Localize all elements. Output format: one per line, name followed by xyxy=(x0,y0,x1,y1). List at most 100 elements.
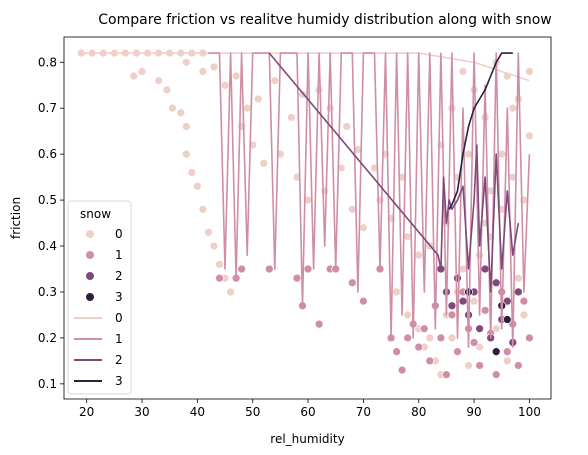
data-point xyxy=(320,186,330,196)
data-point xyxy=(215,260,224,269)
x-tick-label: 70 xyxy=(356,405,371,419)
data-point xyxy=(453,273,462,283)
axes-frame xyxy=(63,36,552,400)
y-tick-label: 0.4 xyxy=(38,239,57,253)
legend: snow 0 1 2 3 0 1 2 3 xyxy=(67,200,132,395)
legend-label: 0 xyxy=(115,227,123,241)
data-point xyxy=(491,347,501,357)
data-point xyxy=(359,296,368,306)
data-point xyxy=(303,264,313,274)
data-point xyxy=(464,361,473,370)
data-point xyxy=(447,333,457,343)
plot-area xyxy=(76,48,534,380)
data-point xyxy=(519,296,529,306)
data-point xyxy=(215,273,224,283)
data-point xyxy=(447,310,457,320)
y-tick-label: 0.8 xyxy=(38,55,57,69)
data-point xyxy=(253,94,263,104)
data-point xyxy=(458,264,468,274)
legend-marker-icon xyxy=(86,230,94,238)
data-point xyxy=(425,356,435,366)
data-point xyxy=(453,347,462,357)
data-point xyxy=(370,163,379,173)
legend-marker-icon xyxy=(86,293,94,301)
data-point xyxy=(209,62,219,72)
data-point xyxy=(519,310,529,320)
legend-label: 3 xyxy=(115,374,123,388)
data-point xyxy=(129,71,139,81)
legend-label: 1 xyxy=(115,332,123,346)
chart-title: Compare friction vs realitve humidy dist… xyxy=(98,12,552,28)
x-tick-label: 100 xyxy=(518,405,541,419)
data-point xyxy=(491,324,501,334)
data-point xyxy=(469,338,479,347)
data-point xyxy=(314,319,324,329)
y-tick-label: 0.2 xyxy=(38,331,57,345)
y-axis-label: friction xyxy=(9,197,23,239)
data-point xyxy=(525,131,534,141)
data-point xyxy=(181,122,191,131)
series-3-points xyxy=(464,287,512,357)
legend-label: 0 xyxy=(115,311,123,325)
data-point xyxy=(480,305,490,315)
data-point xyxy=(193,181,202,191)
series-0-line xyxy=(81,52,530,82)
data-point xyxy=(162,85,172,95)
data-point xyxy=(314,85,324,95)
data-point xyxy=(464,287,473,297)
data-point xyxy=(475,250,484,260)
data-point xyxy=(447,301,457,311)
legend-title: snow xyxy=(80,207,111,221)
data-point xyxy=(525,333,534,343)
data-point xyxy=(336,163,346,173)
data-point xyxy=(414,250,424,260)
data-point xyxy=(226,287,235,297)
series-3-line xyxy=(448,52,513,210)
x-tick-label: 50 xyxy=(245,405,260,419)
y-tick-label: 0.5 xyxy=(38,193,57,207)
data-point xyxy=(198,67,208,76)
data-point xyxy=(513,94,523,104)
data-point xyxy=(231,71,241,81)
data-point xyxy=(475,361,484,370)
data-point xyxy=(137,67,147,76)
data-point xyxy=(419,324,429,334)
x-tick-label: 40 xyxy=(190,405,205,419)
data-point xyxy=(209,241,219,251)
data-point xyxy=(397,365,407,375)
data-point xyxy=(187,168,197,177)
data-point xyxy=(480,264,490,274)
data-point xyxy=(475,324,484,334)
data-point xyxy=(237,264,246,274)
data-point xyxy=(397,172,407,182)
data-point xyxy=(392,347,401,357)
data-point xyxy=(168,103,177,113)
data-point xyxy=(469,296,479,306)
data-point xyxy=(292,273,302,283)
x-axis-label: rel_humidity xyxy=(270,432,344,446)
legend-label: 3 xyxy=(115,290,123,304)
data-point xyxy=(475,342,484,352)
x-tick-label: 60 xyxy=(300,405,315,419)
data-point xyxy=(264,264,274,274)
data-point xyxy=(513,361,523,370)
data-point xyxy=(491,278,501,288)
data-point xyxy=(242,103,252,113)
data-point xyxy=(508,103,518,113)
data-point xyxy=(425,333,435,343)
data-point xyxy=(325,103,335,113)
data-point xyxy=(458,296,468,306)
data-point xyxy=(502,315,512,324)
data-point xyxy=(204,227,213,237)
legend-label: 2 xyxy=(115,269,123,283)
series-2-line xyxy=(268,52,520,293)
data-point xyxy=(176,108,186,118)
data-point xyxy=(287,113,296,122)
y-tick-label: 0.3 xyxy=(38,285,57,299)
data-point xyxy=(491,370,501,380)
data-point xyxy=(154,76,163,85)
data-point xyxy=(181,149,191,159)
data-point xyxy=(220,80,230,90)
data-point xyxy=(347,278,357,288)
